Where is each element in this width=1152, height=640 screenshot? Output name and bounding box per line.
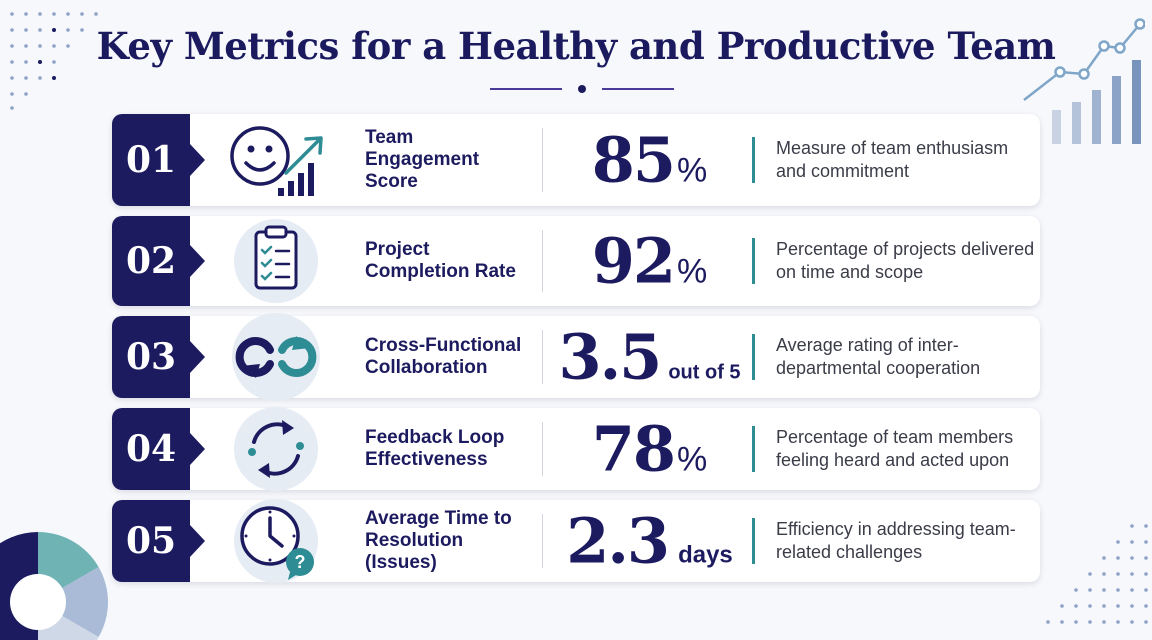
clock-question-icon: ? bbox=[226, 496, 326, 586]
metric-card-feedback: 04 Feedback Loop Effectiveness 78% Perce… bbox=[112, 407, 1040, 491]
metric-value-unit: % bbox=[677, 440, 708, 479]
metric-description: Measure of team enthusiasm and commitmen… bbox=[776, 138, 1009, 181]
page-title: Key Metrics for a Healthy and Productive… bbox=[96, 24, 1056, 68]
metric-card-engagement: 01 Team Engagement Score 85% Measure of … bbox=[112, 114, 1040, 206]
metric-value-unit: out of 5 bbox=[668, 361, 741, 384]
interlocking-arrows-icon bbox=[226, 312, 326, 402]
metric-description: Average rating of inter-departmental coo… bbox=[776, 335, 981, 378]
metric-name: Cross-Functional Collaboration bbox=[365, 335, 522, 378]
metric-number: 02 bbox=[112, 216, 205, 306]
metric-description: Percentage of team members feeling heard… bbox=[776, 427, 1014, 470]
donut-chart-decoration bbox=[0, 532, 108, 640]
growth-chart-decoration bbox=[1023, 18, 1145, 144]
metric-value-number: 78 bbox=[591, 412, 676, 486]
metric-value-number: 92 bbox=[591, 224, 676, 298]
metric-value-number: 3.5 bbox=[558, 320, 662, 394]
metric-description: Efficiency in addressing team-related ch… bbox=[776, 519, 1016, 562]
metric-number: 05 bbox=[112, 500, 205, 582]
metric-value-number: 2.3 bbox=[566, 504, 670, 578]
metric-name: Team Engagement Score bbox=[365, 127, 480, 192]
metric-number: 03 bbox=[112, 316, 205, 398]
feedback-cycle-icon bbox=[226, 404, 326, 494]
svg-text:?: ? bbox=[295, 552, 306, 572]
metric-name: Feedback Loop Effectiveness bbox=[365, 427, 505, 470]
dot-pattern-top-left bbox=[10, 12, 98, 110]
metric-name: Average Time to Resolution (Issues) bbox=[365, 508, 512, 573]
title-divider bbox=[490, 85, 674, 93]
metric-value: 78% bbox=[557, 413, 742, 486]
metric-number: 01 bbox=[112, 114, 205, 206]
metric-card-resolution: 05 ? Average Time to Resolution (Issues)… bbox=[112, 499, 1040, 583]
metric-value: 3.5 out of 5 bbox=[557, 321, 742, 394]
metric-number: 04 bbox=[112, 408, 205, 490]
metric-description: Percentage of projects delivered on time… bbox=[776, 239, 1035, 282]
metric-value-number: 85 bbox=[591, 123, 676, 197]
metric-value: 85% bbox=[557, 124, 742, 197]
metric-name: Project Completion Rate bbox=[365, 239, 516, 282]
metric-value: 92% bbox=[557, 225, 742, 298]
metric-value-unit: % bbox=[677, 151, 708, 190]
clipboard-checklist-icon bbox=[226, 216, 326, 306]
metric-value-unit: days bbox=[678, 541, 733, 569]
metric-card-collaboration: 03 Cross-Functional Collaboration 3.5 out… bbox=[112, 313, 1040, 401]
dot-pattern-bottom-right bbox=[1046, 524, 1148, 624]
metric-card-completion: 02 Project Completion Rate 92% Percentag… bbox=[112, 216, 1040, 306]
metric-value: 2.3 days bbox=[557, 505, 742, 578]
smiley-growth-icon bbox=[226, 115, 326, 205]
metric-value-unit: % bbox=[677, 252, 708, 291]
